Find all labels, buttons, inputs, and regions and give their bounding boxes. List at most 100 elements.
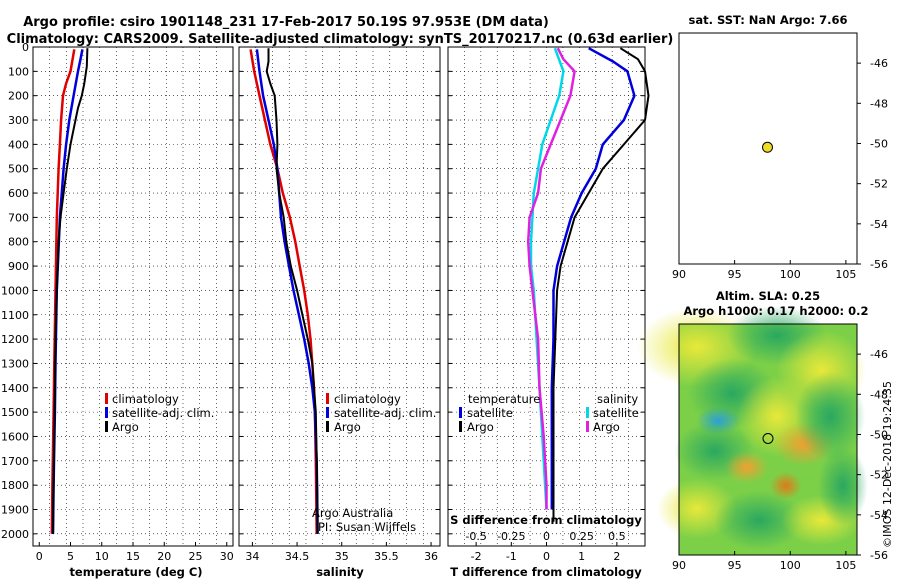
series-argo-line [52, 48, 89, 534]
x-tick-label: 25 [189, 550, 203, 563]
legend-swatch-temp-satellite [459, 407, 462, 418]
temperature-panel: 0100200300400500600700800900100011001200… [1, 41, 234, 563]
legend-label-climatology: climatology [112, 392, 179, 406]
x-tick-label: 35 [335, 550, 349, 563]
y-tick-label: 1300 [1, 357, 29, 370]
plot-frame [238, 46, 441, 547]
sst-map-panel: -46 -48 -50 -52 -54 -56 90 95 100 105 [672, 32, 888, 281]
salinity-xlabel: salinity [316, 565, 364, 579]
y-tick-label: 1000 [1, 284, 29, 297]
map-frame [678, 32, 858, 265]
x2-tick-label: 0.25 [569, 530, 594, 543]
difference-panel: -2 -1 0 1 2 -0.5 -0.25 0 0.25 0.5 [447, 46, 650, 563]
salinity-panel: 34 34.5 35 35.5 36 [238, 46, 441, 563]
series-temp-satellite-line [550, 47, 636, 510]
y-tick-label: 1900 [1, 503, 29, 516]
y-tick-label: -50 [870, 137, 888, 150]
legend-swatch-argo [326, 421, 329, 432]
x-tick-label: 2 [613, 550, 620, 563]
x-tick-label: 95 [728, 559, 742, 572]
x-tick-label: 10 [95, 550, 109, 563]
y-tick-label: 500 [8, 163, 29, 176]
legend-label-satellite: satellite-adj. clim. [112, 406, 214, 420]
legend-swatch-climatology [105, 393, 108, 404]
x-tick-label: 35.5 [374, 550, 399, 563]
y-tick-label: 200 [8, 90, 29, 103]
legend-swatch-sal-argo [586, 421, 589, 432]
y-tick-label: 800 [8, 236, 29, 249]
legend-label-argo: Argo [334, 420, 361, 434]
x-tick-label: 34 [245, 550, 259, 563]
y-tick-label: -46 [870, 57, 888, 70]
series-temp-argo-line [552, 47, 650, 522]
y-tick-label: 1700 [1, 455, 29, 468]
legend-label-climatology: climatology [334, 392, 401, 406]
y-tick-label: -54 [870, 509, 888, 522]
difference-xlabel: T difference from climatology [450, 565, 642, 579]
y-tick-label: 0 [22, 41, 29, 54]
y-tick-label: 700 [8, 211, 29, 224]
heatmap-cell [769, 471, 802, 500]
x-tick-label: 36 [424, 550, 438, 563]
difference-xlabel2: S difference from climatology [450, 513, 642, 527]
series-satellite-line [255, 49, 319, 534]
legend-label-sal-satellite: satellite [593, 406, 639, 420]
x-tick-label: 0 [543, 550, 550, 563]
x-tick-label: 95 [728, 268, 742, 281]
map-frame [678, 323, 858, 556]
heatmap-cell [795, 371, 866, 462]
sst-map-title: sat. SST: NaN Argo: 7.66 [688, 13, 847, 27]
y-tick-label: -54 [870, 218, 888, 231]
x-tick-label: 5 [67, 550, 74, 563]
x-tick-label: 15 [126, 550, 140, 563]
imos-stamp: ©IMOS 12-Dec-2018 19:24:35 [881, 381, 894, 548]
plot-frame [32, 46, 234, 547]
salinity-legend: climatology satellite-adj. clim. Argo [326, 392, 436, 434]
y-tick-label: -48 [870, 388, 888, 401]
x-tick-label: 100 [780, 559, 801, 572]
legend-swatch-satellite [326, 407, 329, 418]
y-tick-label: 1200 [1, 333, 29, 346]
x-tick-label: 105 [835, 559, 856, 572]
legend-label-sal-argo: Argo [593, 420, 620, 434]
y-tick-label: 1400 [1, 382, 29, 395]
credit-line2: PI: Susan Wijffels [318, 520, 416, 534]
legend-label-argo: Argo [112, 420, 139, 434]
x-tick-label: 1 [578, 550, 585, 563]
y-tick-label: 100 [8, 65, 29, 78]
x-tick-label: 0 [36, 550, 43, 563]
x-tick-label: 105 [835, 268, 856, 281]
x2-tick-label: 0.5 [608, 530, 626, 543]
y-tick-label: 900 [8, 260, 29, 273]
y-tick-label: -48 [870, 97, 888, 110]
legend-swatch-temp-argo [459, 421, 462, 432]
heatmap-cell [714, 490, 805, 551]
x2-tick-label: -0.25 [497, 530, 525, 543]
y-tick-label: 300 [8, 114, 29, 127]
legend-label-temp-argo: Argo [467, 420, 494, 434]
legend-swatch-climatology [326, 393, 329, 404]
y-tick-label: 2000 [1, 528, 29, 541]
y-tick-label: -52 [870, 178, 888, 191]
legend-swatch-argo [105, 421, 108, 432]
y-tick-label: 600 [8, 187, 29, 200]
y-tick-label: -46 [870, 348, 888, 361]
y-tick-label: -52 [870, 469, 888, 482]
legend-title-salinity: salinity [597, 392, 638, 406]
temperature-legend: climatology satellite-adj. clim. Argo [105, 392, 214, 434]
legend-swatch-sal-satellite [586, 407, 589, 418]
figure-title-line1: Argo profile: csiro 1901148_231 17-Feb-2… [23, 15, 549, 30]
heatmap-cell [817, 445, 868, 526]
y-tick-label: 1600 [1, 430, 29, 443]
y-tick-label: -56 [870, 549, 888, 562]
series-sal-argo-line [526, 47, 576, 510]
y-tick-label: 400 [8, 138, 29, 151]
sla-map-panel: -46 -48 -50 -52 -54 -56 90 95 100 105 [636, 305, 888, 572]
difference-legend-salinity: salinity satellite Argo [586, 392, 639, 434]
x-tick-label: -2 [471, 550, 482, 563]
x-tick-label: 20 [157, 550, 171, 563]
argo-location-marker [761, 141, 773, 153]
y-tick-label: -56 [870, 258, 888, 271]
heatmap-cell [724, 451, 769, 484]
